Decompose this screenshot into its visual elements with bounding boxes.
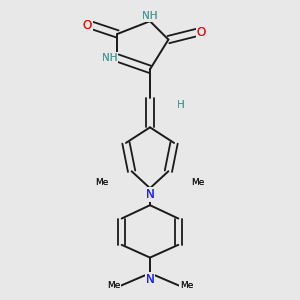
- Text: O: O: [83, 19, 92, 32]
- Text: Me: Me: [191, 178, 204, 187]
- Text: NH: NH: [102, 53, 117, 63]
- Text: Me: Me: [191, 178, 204, 187]
- Text: H: H: [177, 100, 184, 110]
- Text: N: N: [146, 273, 154, 286]
- Text: Me: Me: [180, 281, 193, 290]
- Text: O: O: [83, 19, 92, 32]
- Text: N: N: [146, 188, 154, 201]
- Text: N: N: [146, 188, 154, 201]
- Text: Me: Me: [180, 281, 193, 290]
- Text: O: O: [197, 26, 206, 39]
- Text: H: H: [177, 100, 184, 110]
- Text: Me: Me: [96, 178, 109, 187]
- Text: N: N: [146, 273, 154, 286]
- Text: O: O: [197, 26, 206, 39]
- Text: Me: Me: [96, 178, 109, 187]
- Text: Me: Me: [107, 281, 120, 290]
- Text: Me: Me: [107, 281, 120, 290]
- Text: NH: NH: [102, 53, 117, 63]
- Text: NH: NH: [142, 11, 158, 21]
- Text: NH: NH: [142, 11, 158, 21]
